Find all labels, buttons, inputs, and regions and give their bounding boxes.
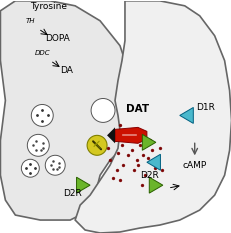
- Text: DA: DA: [60, 65, 73, 75]
- Text: D1R: D1R: [195, 103, 214, 113]
- Polygon shape: [76, 177, 90, 193]
- Polygon shape: [115, 127, 146, 143]
- Circle shape: [87, 135, 106, 155]
- Circle shape: [91, 99, 115, 122]
- Circle shape: [27, 134, 49, 156]
- Circle shape: [21, 159, 39, 177]
- Text: cAMP: cAMP: [182, 161, 206, 170]
- Text: Tyrosine: Tyrosine: [30, 2, 67, 11]
- Polygon shape: [149, 177, 162, 193]
- Circle shape: [31, 104, 53, 126]
- Circle shape: [45, 155, 65, 175]
- Polygon shape: [142, 134, 155, 150]
- Text: TH: TH: [25, 18, 35, 24]
- Text: DAT: DAT: [126, 104, 149, 114]
- Polygon shape: [146, 154, 160, 170]
- Polygon shape: [106, 127, 115, 143]
- Text: DOPA: DOPA: [45, 34, 70, 43]
- Polygon shape: [179, 107, 192, 123]
- Text: D2R: D2R: [63, 189, 82, 198]
- Text: D2R: D2R: [139, 171, 158, 180]
- Text: DDC: DDC: [35, 50, 51, 56]
- Polygon shape: [0, 1, 129, 220]
- Polygon shape: [75, 1, 231, 233]
